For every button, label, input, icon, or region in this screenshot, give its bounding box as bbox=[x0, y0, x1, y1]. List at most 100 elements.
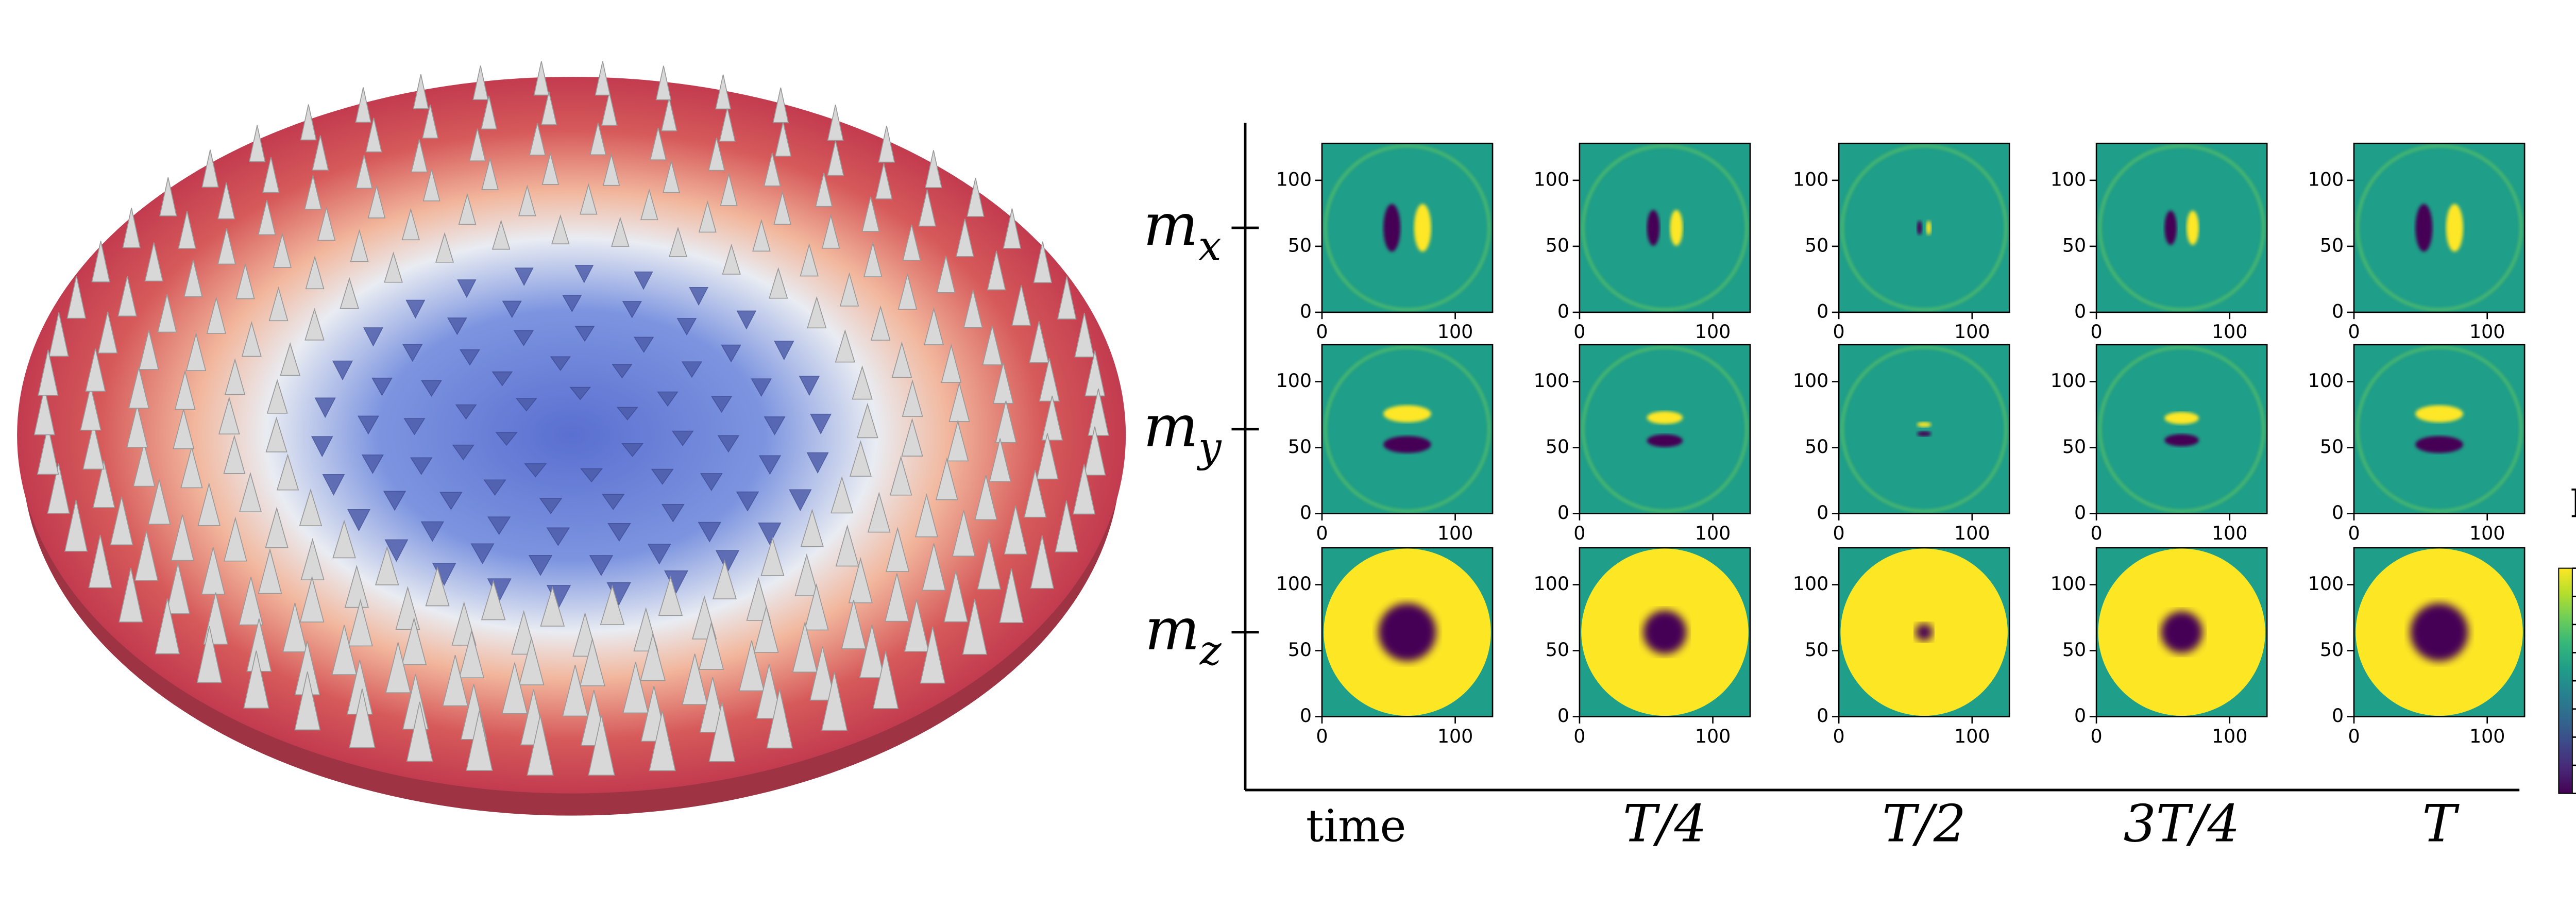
cone bbox=[758, 455, 782, 475]
heatmap-panel: 0 50 100 0 100 bbox=[2308, 344, 2526, 544]
y-tick-label: 100 bbox=[1276, 168, 1312, 190]
cone bbox=[1074, 313, 1095, 358]
heatmap-background bbox=[2096, 344, 2267, 514]
cone bbox=[224, 358, 246, 395]
cone bbox=[682, 653, 708, 705]
cone bbox=[217, 182, 235, 220]
cone bbox=[601, 92, 618, 126]
cone bbox=[466, 710, 493, 771]
y-tick-label: 100 bbox=[2050, 369, 2087, 392]
cone bbox=[171, 514, 194, 561]
panel-frame bbox=[1579, 142, 1751, 313]
cone bbox=[280, 342, 301, 376]
cone bbox=[580, 637, 605, 686]
cone bbox=[839, 272, 859, 307]
cone bbox=[469, 128, 486, 161]
cone bbox=[1073, 464, 1096, 515]
panel-frame bbox=[1838, 344, 2010, 514]
column-label: 3T/4 bbox=[2124, 794, 2240, 853]
cone bbox=[492, 219, 511, 250]
cone bbox=[867, 491, 891, 533]
cone bbox=[265, 507, 289, 548]
cone bbox=[715, 74, 732, 110]
cone bbox=[459, 629, 484, 678]
y-tick-label: 50 bbox=[2320, 234, 2344, 256]
cone bbox=[956, 219, 974, 257]
cone bbox=[349, 688, 376, 748]
heatmap-image bbox=[1839, 547, 2010, 717]
row-label-symbol: m bbox=[1143, 191, 1198, 259]
y-tick-label: 100 bbox=[1793, 168, 1829, 190]
cone bbox=[841, 600, 867, 649]
heatmap-image bbox=[2096, 344, 2267, 514]
column-label: T bbox=[2422, 794, 2460, 853]
cone bbox=[607, 523, 631, 542]
cone bbox=[721, 344, 741, 363]
cone bbox=[999, 568, 1024, 623]
y-tick-label: 0 bbox=[1557, 300, 1569, 322]
heatmap-image bbox=[2354, 143, 2525, 312]
heatmap-high bbox=[2187, 210, 2199, 245]
cone bbox=[550, 356, 571, 371]
cone bbox=[258, 200, 276, 236]
y-tick-label: 100 bbox=[1793, 573, 1829, 595]
cone bbox=[870, 305, 891, 341]
heatmap-image bbox=[1839, 344, 2010, 514]
panel-frame bbox=[1321, 547, 1494, 717]
cone bbox=[363, 327, 383, 347]
cone bbox=[993, 363, 1014, 404]
cone bbox=[527, 715, 554, 776]
cone bbox=[856, 402, 878, 439]
heatmap-edge bbox=[1324, 346, 1490, 513]
cone bbox=[600, 584, 625, 625]
y-tick-label: 0 bbox=[1300, 501, 1312, 524]
cone bbox=[720, 172, 738, 206]
cone bbox=[634, 271, 653, 290]
cone bbox=[248, 125, 266, 162]
cone bbox=[539, 498, 563, 514]
cone bbox=[1003, 208, 1022, 249]
cone bbox=[483, 479, 506, 496]
panel-frame bbox=[2095, 547, 2268, 717]
cone bbox=[647, 544, 671, 565]
heatmap-high bbox=[1383, 405, 1431, 423]
heatmap-background bbox=[1321, 344, 1493, 514]
cone bbox=[375, 546, 399, 585]
cone bbox=[649, 711, 676, 771]
colorbar-gradient bbox=[2558, 567, 2573, 794]
x-tick-label: 100 bbox=[2469, 725, 2505, 747]
heatmap-low bbox=[2415, 436, 2463, 453]
cone bbox=[924, 307, 944, 345]
cone bbox=[657, 391, 679, 407]
cone bbox=[501, 662, 528, 714]
cone bbox=[276, 453, 299, 491]
cone bbox=[886, 527, 910, 572]
x-tick-label: 100 bbox=[1954, 725, 1990, 747]
y-tick-label: 0 bbox=[1557, 704, 1569, 727]
heatmap-high bbox=[1917, 422, 1931, 427]
cone bbox=[541, 152, 560, 185]
x-tick-label: 0 bbox=[1833, 725, 1845, 747]
y-tick-label: 50 bbox=[1546, 435, 1569, 458]
y-tick-label: 50 bbox=[1805, 234, 1828, 256]
cone bbox=[715, 550, 740, 573]
cone bbox=[110, 496, 133, 546]
cone bbox=[878, 125, 895, 163]
cone bbox=[82, 423, 105, 470]
cone bbox=[640, 188, 658, 221]
y-tick-label: 100 bbox=[1534, 369, 1570, 392]
cone bbox=[889, 456, 912, 496]
cone bbox=[799, 376, 820, 396]
row-label-symbol: m bbox=[1143, 393, 1198, 460]
x-tick-label: 0 bbox=[2091, 522, 2103, 544]
cone bbox=[885, 573, 909, 622]
cone bbox=[48, 312, 69, 357]
cone bbox=[1033, 241, 1053, 283]
cone bbox=[621, 443, 644, 457]
heatmap-low bbox=[1383, 204, 1401, 252]
cone bbox=[421, 380, 442, 397]
y-tick-label: 50 bbox=[1288, 435, 1312, 458]
row-label-subscript: z bbox=[1199, 627, 1222, 675]
cone bbox=[948, 381, 970, 422]
